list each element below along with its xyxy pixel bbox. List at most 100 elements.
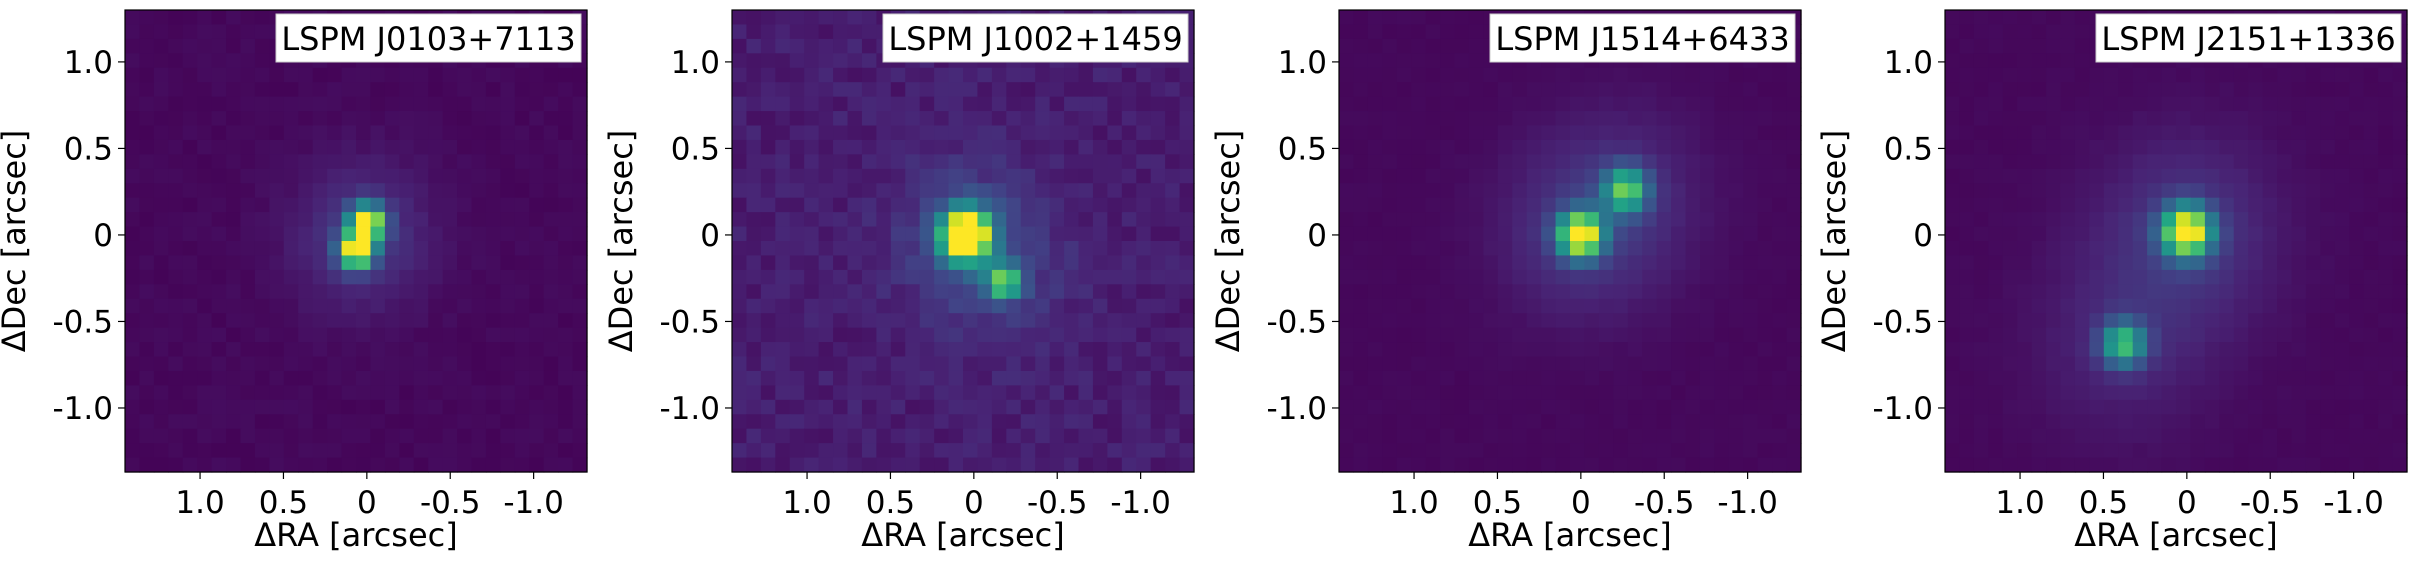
heatmap-pixel <box>905 212 921 228</box>
heatmap-pixel <box>977 327 993 343</box>
heatmap-pixel <box>905 183 921 199</box>
heatmap-pixel <box>514 96 530 112</box>
heatmap-pixel <box>413 183 429 199</box>
heatmap-pixel <box>1035 443 1051 459</box>
heatmap-pixel <box>1339 10 1355 26</box>
heatmap-pixel <box>2219 298 2235 314</box>
x-axis-label: ΔRA [arcsec] <box>1468 516 1671 554</box>
heatmap-pixel <box>1772 385 1788 401</box>
heatmap-pixel <box>1179 327 1195 343</box>
heatmap-pixel <box>2219 139 2235 155</box>
heatmap-pixel <box>890 370 906 386</box>
heatmap-pixel <box>399 414 415 430</box>
heatmap-pixel <box>789 67 805 83</box>
heatmap-pixel <box>1526 255 1542 271</box>
heatmap-pixel <box>1454 197 1470 213</box>
heatmap-pixel <box>1570 313 1586 329</box>
heatmap-pixel <box>558 428 574 444</box>
heatmap-pixel <box>413 457 429 473</box>
heatmap-pixel <box>2262 125 2278 141</box>
heatmap-pixel <box>2118 428 2134 444</box>
heatmap-pixel <box>1382 241 1398 257</box>
heatmap-pixel <box>413 168 429 184</box>
heatmap-pixel <box>1150 154 1166 170</box>
heatmap-pixel <box>1396 255 1412 271</box>
heatmap-pixel <box>1526 298 1542 314</box>
heatmap-pixel <box>529 443 545 459</box>
heatmap-pixel <box>1728 385 1744 401</box>
heatmap-pixel <box>1440 226 1456 242</box>
heatmap-pixel <box>919 212 935 228</box>
heatmap-pixel <box>327 342 343 358</box>
heatmap-pixel <box>2103 154 2119 170</box>
heatmap-pixel <box>1020 212 1036 228</box>
heatmap-pixel <box>732 212 748 228</box>
heatmap-pixel <box>413 327 429 343</box>
heatmap-pixel <box>1107 370 1123 386</box>
heatmap-pixel <box>2320 399 2336 415</box>
heatmap-pixel <box>2204 457 2220 473</box>
heatmap-pixel <box>254 443 270 459</box>
y-tick-label: 0.5 <box>64 131 113 167</box>
heatmap-pixel <box>1959 457 1975 473</box>
heatmap-pixel <box>746 284 762 300</box>
y-tick-label: 0 <box>93 218 113 254</box>
heatmap-pixel <box>471 125 487 141</box>
heatmap-pixel <box>1165 399 1181 415</box>
heatmap-pixel <box>2334 457 2350 473</box>
heatmap-pixel <box>1092 356 1108 372</box>
heatmap-pixel <box>1078 96 1094 112</box>
heatmap-pixel <box>1367 53 1383 69</box>
heatmap-pixel <box>254 212 270 228</box>
heatmap-pixel <box>1584 385 1600 401</box>
heatmap-pixel <box>211 457 227 473</box>
heatmap-pixel <box>2031 414 2047 430</box>
heatmap-pixel <box>1382 443 1398 459</box>
heatmap-pixel <box>1049 356 1065 372</box>
heatmap-pixel <box>732 443 748 459</box>
heatmap-pixel <box>2392 313 2408 329</box>
heatmap-pixel <box>1440 414 1456 430</box>
heatmap-pixel <box>919 327 935 343</box>
heatmap-pixel <box>298 356 314 372</box>
heatmap-pixel <box>818 370 834 386</box>
heatmap-pixel <box>197 125 213 141</box>
heatmap-pixel <box>1786 96 1802 112</box>
heatmap-pixel <box>399 197 415 213</box>
heatmap-pixel <box>1165 428 1181 444</box>
heatmap-pixel <box>543 154 559 170</box>
heatmap-pixel <box>1541 82 1557 98</box>
heatmap-pixel <box>543 197 559 213</box>
heatmap-pixel <box>2363 183 2379 199</box>
heatmap-pixel <box>428 125 444 141</box>
heatmap-pixel <box>818 96 834 112</box>
heatmap-pixel <box>2320 197 2336 213</box>
heatmap-pixel <box>370 226 386 242</box>
heatmap-pixel <box>182 370 198 386</box>
heatmap-pixel <box>1671 428 1687 444</box>
heatmap-pixel <box>1757 255 1773 271</box>
heatmap-pixel <box>818 226 834 242</box>
heatmap-pixel <box>1699 226 1715 242</box>
heatmap-pixel <box>226 414 242 430</box>
heatmap-pixel <box>789 96 805 112</box>
heatmap-pixel <box>2363 269 2379 285</box>
heatmap-pixel <box>2219 212 2235 228</box>
heatmap-pixel <box>457 154 473 170</box>
heatmap-pixel <box>1107 67 1123 83</box>
heatmap-pixel <box>153 197 169 213</box>
heatmap-pixel <box>1555 125 1571 141</box>
heatmap-pixel <box>254 457 270 473</box>
heatmap-pixel <box>2248 370 2264 386</box>
heatmap-pixel <box>2349 327 2365 343</box>
heatmap-pixel <box>760 197 776 213</box>
heatmap-pixel <box>1757 139 1773 155</box>
heatmap-pixel <box>1121 370 1137 386</box>
heatmap-pixel <box>963 428 979 444</box>
heatmap-pixel <box>1035 370 1051 386</box>
heatmap-pixel <box>1555 183 1571 199</box>
heatmap-pixel <box>1150 241 1166 257</box>
heatmap-pixel <box>1627 154 1643 170</box>
heatmap-pixel <box>1396 241 1412 257</box>
heatmap-pixel <box>934 96 950 112</box>
